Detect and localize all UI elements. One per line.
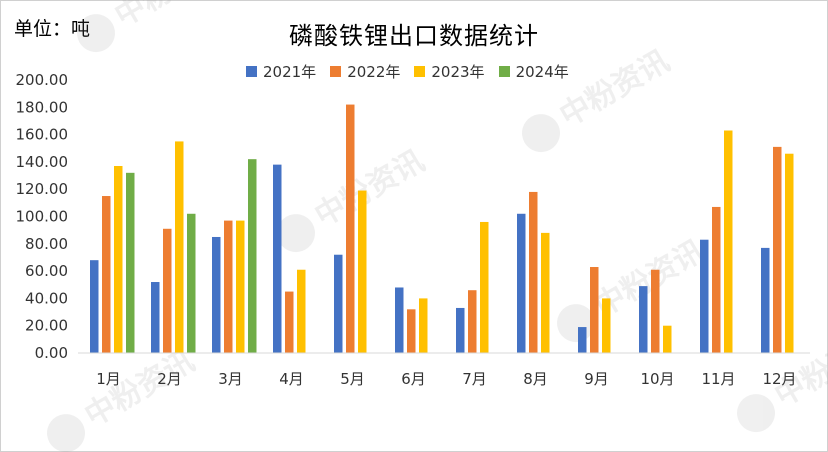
x-tick-label: 4月 bbox=[279, 370, 304, 388]
x-tick-label: 3月 bbox=[218, 370, 243, 388]
bar-2022年-1月 bbox=[102, 196, 111, 353]
bar-2023年-12月 bbox=[785, 153, 794, 353]
bar-2022年-3月 bbox=[224, 220, 233, 353]
bar-2021年-2月 bbox=[151, 282, 160, 353]
x-tick-label: 5月 bbox=[340, 370, 365, 388]
y-tick-label: 80.00 bbox=[25, 235, 68, 253]
chart-title: 磷酸铁锂出口数据统计 bbox=[289, 22, 539, 50]
legend-item-2024: 2024年 bbox=[498, 61, 569, 82]
x-tick-label: 2月 bbox=[157, 370, 182, 388]
x-tick-label: 8月 bbox=[523, 370, 548, 388]
bar-2021年-1月 bbox=[90, 260, 99, 353]
x-tick-label: 12月 bbox=[762, 370, 796, 388]
bar-2023年-5月 bbox=[358, 190, 367, 353]
legend-label-2024: 2024年 bbox=[515, 63, 569, 81]
y-tick-label: 40.00 bbox=[25, 289, 68, 307]
y-axis-ticks: 0.00 20.00 40.00 60.00 80.00 100.00 120.00 140.… bbox=[16, 71, 69, 362]
bar-2024年-3月 bbox=[248, 159, 257, 353]
bar-2023年-10月 bbox=[663, 325, 672, 353]
bar-2023年-3月 bbox=[236, 220, 245, 353]
legend-label-2022: 2022年 bbox=[347, 63, 401, 81]
bar-2022年-5月 bbox=[346, 104, 355, 353]
bar-2022年-11月 bbox=[712, 206, 721, 353]
x-axis-ticks: 1月 2月 3月 4月 5月 6月 7月 8月 9月 10月 11月 12月 bbox=[96, 370, 796, 388]
legend-label-2023: 2023年 bbox=[431, 63, 485, 81]
x-tick-label: 10月 bbox=[640, 370, 674, 388]
watermark-text: 中粉资讯 bbox=[109, 0, 230, 34]
bars bbox=[90, 104, 794, 353]
bar-2023年-6月 bbox=[419, 298, 428, 353]
watermark-text: 中粉资讯 bbox=[309, 144, 430, 234]
bar-2021年-11月 bbox=[700, 239, 709, 353]
bar-2022年-7月 bbox=[468, 290, 477, 353]
bar-2023年-11月 bbox=[724, 130, 733, 353]
watermark-text: 中粉资讯 bbox=[79, 344, 200, 434]
bar-2021年-6月 bbox=[395, 287, 404, 353]
bar-2022年-2月 bbox=[163, 228, 172, 353]
y-tick-label: 100.00 bbox=[16, 208, 69, 226]
bar-2022年-6月 bbox=[407, 309, 416, 353]
y-tick-label: 120.00 bbox=[16, 180, 69, 198]
watermark: 中粉资讯 bbox=[77, 0, 230, 53]
bar-2023年-8月 bbox=[541, 232, 550, 353]
watermark-text: 中粉资讯 bbox=[554, 44, 675, 134]
bar-2023年-9月 bbox=[602, 298, 611, 353]
bar-2022年-9月 bbox=[590, 267, 599, 353]
legend-swatch-2021 bbox=[246, 66, 257, 77]
bar-2021年-4月 bbox=[273, 164, 282, 353]
bar-2024年-2月 bbox=[187, 213, 196, 353]
y-tick-label: 20.00 bbox=[25, 317, 68, 335]
x-tick-label: 11月 bbox=[701, 370, 735, 388]
y-tick-label: 160.00 bbox=[16, 126, 69, 144]
legend-item-2023: 2023年 bbox=[414, 61, 485, 82]
bar-2021年-8月 bbox=[517, 213, 526, 353]
x-tick-label: 9月 bbox=[584, 370, 609, 388]
legend-swatch-2024 bbox=[498, 66, 510, 77]
legend-item-2022: 2022年 bbox=[330, 61, 400, 82]
y-tick-label: 60.00 bbox=[25, 262, 68, 280]
bar-2022年-8月 bbox=[529, 191, 538, 353]
legend-swatch-2022 bbox=[330, 66, 342, 77]
bar-2023年-4月 bbox=[297, 269, 306, 353]
unit-label: 单位：吨 bbox=[14, 18, 91, 40]
bar-2022年-10月 bbox=[651, 269, 660, 353]
bar-2021年-9月 bbox=[578, 327, 587, 353]
legend-swatch-2023 bbox=[414, 66, 426, 77]
bar-2023年-1月 bbox=[114, 165, 123, 353]
x-tick-label: 7月 bbox=[462, 370, 487, 388]
bar-2022年-4月 bbox=[285, 291, 294, 353]
bar-2021年-10月 bbox=[639, 286, 648, 353]
y-tick-label: 180.00 bbox=[16, 98, 69, 116]
bar-2021年-5月 bbox=[334, 254, 343, 353]
legend-label-2021: 2021年 bbox=[263, 63, 317, 81]
bar-2021年-3月 bbox=[212, 236, 221, 353]
y-tick-label: 140.00 bbox=[16, 153, 69, 171]
x-tick-label: 6月 bbox=[401, 370, 426, 388]
y-tick-label: 200.00 bbox=[16, 71, 69, 89]
bar-2022年-12月 bbox=[773, 146, 782, 353]
legend-item-2021: 2021年 bbox=[246, 61, 316, 82]
legend: 2021年 2022年 2023年 2024年 bbox=[246, 61, 569, 82]
y-tick-label: 0.00 bbox=[35, 344, 68, 362]
bar-2021年-12月 bbox=[761, 247, 770, 353]
watermark: 中粉资讯 bbox=[522, 44, 675, 153]
bar-2023年-2月 bbox=[175, 141, 184, 353]
bar-2024年-1月 bbox=[126, 172, 135, 353]
bar-2023年-7月 bbox=[480, 221, 489, 353]
bar-2021年-7月 bbox=[456, 307, 465, 353]
watermark: 中粉资讯 bbox=[557, 234, 710, 343]
x-tick-label: 1月 bbox=[96, 370, 121, 388]
